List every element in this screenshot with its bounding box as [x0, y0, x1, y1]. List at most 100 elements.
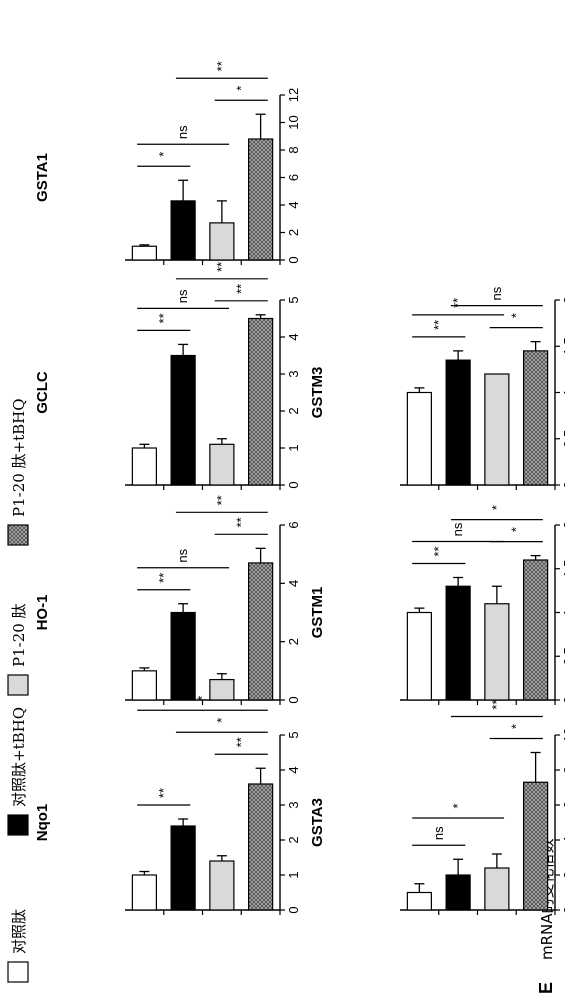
- chart-panel: GSTA30246810ns****: [309, 699, 565, 915]
- legend-swatch: [8, 962, 28, 982]
- significance-label: ns: [175, 548, 190, 562]
- significance-label: *: [214, 718, 229, 723]
- significance-label: ns: [175, 289, 190, 303]
- bar: [249, 139, 273, 260]
- tick-label: 0: [286, 906, 301, 913]
- tick-label: 2: [286, 638, 301, 645]
- tick-label: 0.5: [561, 647, 565, 665]
- chart-panel: GSTM100.511.52**ns**: [309, 505, 565, 705]
- bar: [249, 784, 273, 910]
- legend-label: 对照肽: [10, 909, 28, 954]
- tick-label: 0: [561, 696, 565, 703]
- significance-label: ns: [431, 826, 446, 840]
- tick-label: 6: [286, 174, 301, 181]
- bar: [446, 875, 470, 910]
- tick-label: 4: [286, 201, 301, 208]
- tick-label: 4: [286, 580, 301, 587]
- tick-label: 3: [286, 370, 301, 377]
- significance-label: **: [233, 284, 248, 294]
- bar: [249, 319, 273, 486]
- bar: [132, 875, 156, 910]
- tick-label: 0: [286, 256, 301, 263]
- bar: [446, 586, 470, 700]
- bar: [210, 861, 234, 910]
- significance-label: **: [156, 573, 171, 583]
- bar: [132, 671, 156, 700]
- tick-label: 5: [286, 731, 301, 738]
- panel-title: GSTM3: [309, 367, 326, 419]
- tick-label: 6: [286, 521, 301, 528]
- legend-item: P1-20 肽: [8, 603, 28, 695]
- tick-label: 6: [561, 801, 565, 808]
- significance-label: *: [508, 313, 523, 318]
- legend-item: 对照肽: [8, 909, 28, 982]
- significance-label: **: [214, 262, 229, 272]
- bar: [132, 448, 156, 485]
- bar: [210, 444, 234, 485]
- bar: [485, 868, 509, 910]
- tick-label: 1: [561, 389, 565, 396]
- significance-label: **: [156, 313, 171, 323]
- bar: [524, 782, 548, 910]
- tick-label: 1: [286, 871, 301, 878]
- significance-label: *: [450, 803, 465, 808]
- bar: [171, 201, 195, 260]
- tick-label: 0.5: [561, 430, 565, 448]
- tick-label: 12: [286, 88, 301, 102]
- significance-label: *: [508, 724, 523, 729]
- chart-panel: GCLC012345**ns****: [34, 262, 301, 490]
- chart-panel: HO-10246**ns****: [34, 495, 301, 705]
- legend-swatch: [8, 675, 28, 695]
- legend-label: P1-20 肽+tBHQ: [10, 398, 28, 517]
- tick-label: 0: [286, 481, 301, 488]
- significance-label: **: [214, 495, 229, 505]
- bar: [485, 374, 509, 485]
- chart-panels: Nqo1012345******HO-10246**ns****GCLC0123…: [34, 61, 565, 915]
- tick-label: 8: [561, 766, 565, 773]
- significance-label: **: [233, 517, 248, 527]
- figure-label: E: [536, 982, 556, 994]
- tick-label: 4: [561, 836, 565, 843]
- significance-label: ns: [450, 522, 465, 536]
- tick-label: 10: [286, 115, 301, 129]
- panel-title: GSTA1: [34, 153, 51, 202]
- panel-title: Nqo1: [34, 804, 51, 842]
- tick-label: 1.5: [561, 560, 565, 578]
- significance-label: **: [156, 788, 171, 798]
- legend-label: 对照肽+tBHQ: [10, 707, 28, 807]
- tick-label: 10: [561, 728, 565, 742]
- tick-label: 4: [286, 766, 301, 773]
- legend-item: P1-20 肽+tBHQ: [8, 398, 28, 545]
- bar: [171, 356, 195, 486]
- significance-label: ns: [489, 286, 504, 300]
- panel-title: HO-1: [34, 595, 51, 631]
- bar: [171, 613, 195, 701]
- bar: [249, 563, 273, 700]
- bar: [407, 393, 431, 486]
- significance-label: **: [489, 699, 504, 709]
- bar: [132, 246, 156, 260]
- bar: [210, 680, 234, 700]
- legend-swatch: [8, 815, 28, 835]
- panel-title: GSTA3: [309, 798, 326, 847]
- legend-label: P1-20 肽: [10, 603, 28, 667]
- tick-label: 2: [561, 871, 565, 878]
- legend: 对照肽 对照肽+tBHQ P1-20 肽 P1-20 肽+tBHQ: [8, 398, 28, 982]
- significance-label: *: [489, 505, 504, 510]
- tick-label: 2: [561, 521, 565, 528]
- tick-label: 1: [286, 444, 301, 451]
- significance-label: *: [156, 152, 171, 157]
- bar: [171, 826, 195, 910]
- significance-label: **: [431, 546, 446, 556]
- tick-label: 3: [286, 801, 301, 808]
- bar: [524, 351, 548, 485]
- significance-label: **: [233, 737, 248, 747]
- bar: [210, 223, 234, 260]
- chart-panel: GSTA1024681012*ns***: [34, 61, 301, 265]
- significance-label: **: [214, 61, 229, 71]
- bar: [485, 604, 509, 700]
- legend-swatch: [8, 525, 28, 545]
- tick-label: 1.5: [561, 337, 565, 355]
- legend-item: 对照肽+tBHQ: [8, 707, 28, 835]
